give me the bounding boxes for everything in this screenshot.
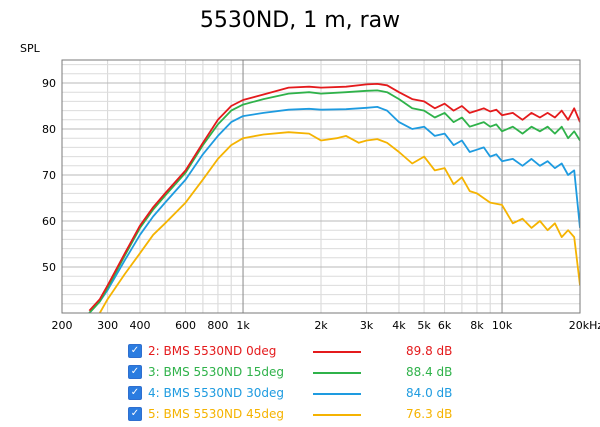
legend-series-value: 84.0 dB — [406, 386, 452, 400]
y-tick-label: 90 — [42, 77, 56, 90]
y-tick-label: 80 — [42, 123, 56, 136]
x-tick-label: 5k — [417, 319, 431, 332]
legend-line-swatch — [313, 414, 361, 416]
legend-series-name: 2: BMS 5530ND 0deg — [148, 344, 276, 358]
y-tick-label: 60 — [42, 215, 56, 228]
x-tick-label: 2k — [314, 319, 328, 332]
y-tick-label: 50 — [42, 261, 56, 274]
legend-series-name: 5: BMS 5530ND 45deg — [148, 407, 284, 421]
x-tick-labels: 200 300 400 600 800 1k 2k 3k 4k 5k 6k 8k 10k 20kHz — [52, 319, 600, 332]
frequency-response-plot: 200 300 400 600 800 1k 2k 3k 4k 5k 6k 8k 10k 20kHz 50… — [0, 0, 600, 340]
y-tick-label: 70 — [42, 169, 56, 182]
legend-item-2: ✓ 3: BMS 5530ND 15deg 88.4 dB — [128, 364, 568, 385]
legend-item-1: ✓ 2: BMS 5530ND 0deg 89.8 dB — [128, 343, 568, 364]
series-visibility-checkbox[interactable]: ✓ — [128, 344, 142, 358]
legend-line-swatch — [313, 351, 361, 353]
x-tick-label: 1k — [236, 319, 250, 332]
legend-series-value: 88.4 dB — [406, 365, 452, 379]
x-tick-label: 600 — [175, 319, 196, 332]
x-tick-label: 3k — [360, 319, 374, 332]
legend-item-4: ✓ 5: BMS 5530ND 45deg 76.3 dB — [128, 406, 568, 427]
legend-item-3: ✓ 4: BMS 5530ND 30deg 84.0 dB — [128, 385, 568, 406]
x-tick-label: 6k — [438, 319, 452, 332]
legend-series-value: 76.3 dB — [406, 407, 452, 421]
x-tick-label: 8k — [470, 319, 484, 332]
legend-line-swatch — [313, 393, 361, 395]
y-tick-labels: 50 60 70 80 90 — [42, 77, 56, 274]
legend-series-value: 89.8 dB — [406, 344, 452, 358]
legend-line-swatch — [313, 372, 361, 374]
x-tick-label: 4k — [392, 319, 406, 332]
legend-series-name: 4: BMS 5530ND 30deg — [148, 386, 284, 400]
x-tick-label: 800 — [207, 319, 228, 332]
series-visibility-checkbox[interactable]: ✓ — [128, 407, 142, 421]
legend: ✓ 2: BMS 5530ND 0deg 89.8 dB ✓ 3: BMS 5530ND… — [128, 343, 568, 427]
x-tick-label: 20kHz — [569, 319, 600, 332]
x-tick-label: 200 — [52, 319, 73, 332]
legend-series-name: 3: BMS 5530ND 15deg — [148, 365, 284, 379]
x-tick-label: 300 — [97, 319, 118, 332]
series-visibility-checkbox[interactable]: ✓ — [128, 386, 142, 400]
x-tick-label: 10k — [492, 319, 513, 332]
series-visibility-checkbox[interactable]: ✓ — [128, 365, 142, 379]
x-tick-label: 400 — [129, 319, 150, 332]
